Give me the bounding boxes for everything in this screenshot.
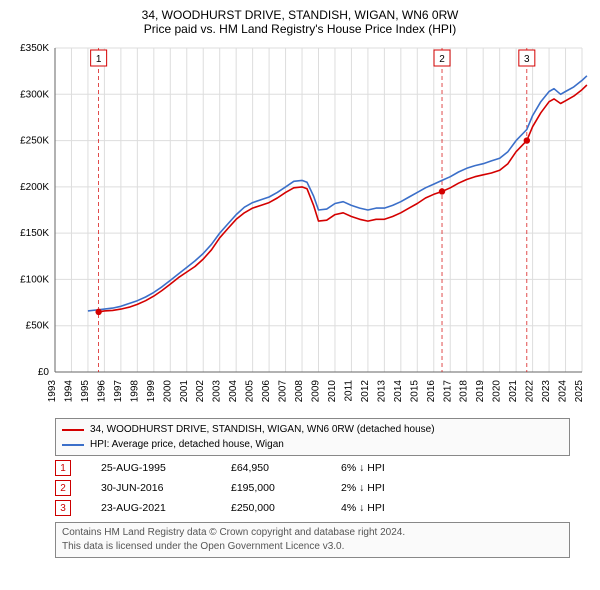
svg-text:1993: 1993 xyxy=(47,380,58,403)
svg-text:3: 3 xyxy=(524,54,530,65)
sale-diff-1: 6% ↓ HPI xyxy=(341,462,385,474)
sale-badge-2: 2 xyxy=(55,480,71,496)
svg-text:1999: 1999 xyxy=(146,380,157,403)
svg-text:2011: 2011 xyxy=(343,380,354,402)
svg-text:2015: 2015 xyxy=(409,380,420,403)
sale-diff-2: 2% ↓ HPI xyxy=(341,482,385,494)
chart-svg: £0 £50K £100K £150K £200K £250K £300K £350K 1993… xyxy=(10,42,590,412)
svg-text:2004: 2004 xyxy=(228,380,239,403)
svg-text:2007: 2007 xyxy=(278,380,289,403)
svg-text:2003: 2003 xyxy=(212,380,223,403)
svg-text:£200K: £200K xyxy=(20,182,49,193)
svg-text:2002: 2002 xyxy=(195,380,206,403)
legend-row-property: 34, WOODHURST DRIVE, STANDISH, WIGAN, WN… xyxy=(62,422,563,437)
svg-text:2013: 2013 xyxy=(376,380,387,403)
svg-text:2022: 2022 xyxy=(525,380,536,403)
footer-line-2: This data is licensed under the Open Gov… xyxy=(62,540,563,554)
sale-price-1: £64,950 xyxy=(231,462,311,474)
svg-text:2014: 2014 xyxy=(393,380,404,403)
chart-container: 34, WOODHURST DRIVE, STANDISH, WIGAN, WN… xyxy=(0,0,600,566)
svg-text:1998: 1998 xyxy=(129,380,140,403)
chart-subtitle: Price paid vs. HM Land Registry's House … xyxy=(10,22,590,36)
legend-row-hpi: HPI: Average price, detached house, Wiga… xyxy=(62,437,563,452)
svg-text:2016: 2016 xyxy=(426,380,437,403)
svg-text:2009: 2009 xyxy=(311,380,322,403)
sales-table: 1 25-AUG-1995 £64,950 6% ↓ HPI 2 30-JUN-… xyxy=(55,460,570,516)
sale-date-2: 30-JUN-2016 xyxy=(101,482,201,494)
sale-row-3: 3 23-AUG-2021 £250,000 4% ↓ HPI xyxy=(55,500,570,516)
chart-title: 34, WOODHURST DRIVE, STANDISH, WIGAN, WN… xyxy=(10,8,590,22)
legend-box: 34, WOODHURST DRIVE, STANDISH, WIGAN, WN… xyxy=(55,418,570,456)
sale-badge-3: 3 xyxy=(55,500,71,516)
svg-text:£150K: £150K xyxy=(20,228,49,239)
svg-text:2005: 2005 xyxy=(245,380,256,403)
svg-text:£350K: £350K xyxy=(20,43,49,54)
sale-row-1: 1 25-AUG-1995 £64,950 6% ↓ HPI xyxy=(55,460,570,476)
svg-text:1994: 1994 xyxy=(63,380,74,403)
sale-date-3: 23-AUG-2021 xyxy=(101,502,201,514)
sale-price-3: £250,000 xyxy=(231,502,311,514)
svg-text:2019: 2019 xyxy=(475,380,486,403)
sale-row-2: 2 30-JUN-2016 £195,000 2% ↓ HPI xyxy=(55,480,570,496)
svg-text:2012: 2012 xyxy=(360,380,371,403)
svg-text:2001: 2001 xyxy=(179,380,190,403)
legend-label-hpi: HPI: Average price, detached house, Wiga… xyxy=(90,437,284,452)
footer-box: Contains HM Land Registry data © Crown c… xyxy=(55,522,570,558)
svg-text:£250K: £250K xyxy=(20,136,49,147)
svg-text:1: 1 xyxy=(96,54,102,65)
svg-text:2000: 2000 xyxy=(162,380,173,403)
svg-text:2018: 2018 xyxy=(459,380,470,403)
svg-text:1996: 1996 xyxy=(96,380,107,403)
footer-line-1: Contains HM Land Registry data © Crown c… xyxy=(62,526,563,540)
svg-text:£300K: £300K xyxy=(20,89,49,100)
svg-text:2024: 2024 xyxy=(558,380,569,403)
svg-text:2008: 2008 xyxy=(294,380,305,403)
sale-date-1: 25-AUG-1995 xyxy=(101,462,201,474)
svg-text:£100K: £100K xyxy=(20,274,49,285)
svg-text:2010: 2010 xyxy=(327,380,338,403)
sale-price-2: £195,000 xyxy=(231,482,311,494)
svg-text:2021: 2021 xyxy=(508,380,519,403)
svg-text:2025: 2025 xyxy=(574,380,585,403)
sale-badge-1: 1 xyxy=(55,460,71,476)
svg-text:1997: 1997 xyxy=(113,380,124,403)
svg-text:2020: 2020 xyxy=(492,380,503,403)
chart-plot: £0 £50K £100K £150K £200K £250K £300K £350K 1993… xyxy=(10,42,590,412)
svg-text:1995: 1995 xyxy=(80,380,91,403)
svg-text:£0: £0 xyxy=(38,367,50,378)
svg-text:2023: 2023 xyxy=(541,380,552,403)
sale-diff-3: 4% ↓ HPI xyxy=(341,502,385,514)
svg-text:2006: 2006 xyxy=(261,380,272,403)
svg-text:2: 2 xyxy=(439,54,445,65)
legend-label-property: 34, WOODHURST DRIVE, STANDISH, WIGAN, WN… xyxy=(90,422,435,437)
legend-swatch-hpi xyxy=(62,444,84,446)
svg-text:2017: 2017 xyxy=(442,380,453,403)
legend-swatch-property xyxy=(62,429,84,431)
svg-text:£50K: £50K xyxy=(26,321,50,332)
